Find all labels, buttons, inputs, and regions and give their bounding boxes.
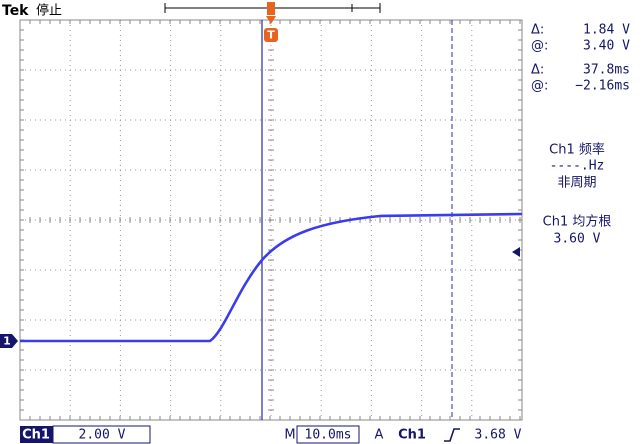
readout-symbol: Δ:: [531, 63, 544, 78]
readout-symbol: @:: [531, 79, 548, 94]
trigger-level-marker: [512, 247, 520, 257]
channel-marker-box: [0, 334, 18, 348]
channel-box: [20, 426, 53, 443]
measurement-label: Ch1 均方根: [543, 214, 612, 230]
trigger-slope: [444, 428, 460, 442]
trigger-prefix: A: [375, 428, 384, 443]
readout-value: 37.8ms: [583, 63, 630, 78]
trigger-marker: T: [267, 29, 275, 42]
channel-marker: 1: [3, 335, 11, 348]
trigger-marker-box: [264, 28, 278, 42]
trigger-level: 3.68 V: [475, 428, 522, 443]
trigger-source: Ch1: [398, 428, 426, 443]
time-scale: 10.0ms: [305, 428, 352, 443]
readout-symbol: @:: [531, 39, 548, 54]
time-box: [296, 425, 360, 444]
waveform: [20, 212, 523, 343]
measurement-label: Ch1 频率: [549, 142, 605, 158]
readout-symbol: Δ:: [531, 23, 544, 38]
measurement-note: 非周期: [557, 176, 596, 191]
footer-scale: 2.00 V: [79, 428, 126, 443]
measurement-value: 3.60 V: [554, 232, 601, 247]
graticule: [19, 19, 522, 421]
time-prefix: M: [284, 428, 295, 443]
measurement-value: ----.Hz: [550, 159, 605, 174]
cursor-readouts: Δ: 1.84 V @: 3.40 V Δ: 37.8ms @: −2.16ms: [531, 23, 630, 94]
readout-value: −2.16ms: [575, 79, 630, 94]
status: 停止: [36, 3, 62, 19]
readout-value: 1.84 V: [583, 23, 630, 38]
brand: Tek: [2, 3, 29, 19]
readout-value: 3.40 V: [583, 39, 630, 54]
trigger-position-bar: [164, 2, 381, 24]
footer-channel: Ch1: [22, 428, 50, 443]
scale-box: [52, 425, 151, 444]
